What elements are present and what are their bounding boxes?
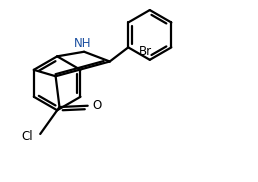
Text: O: O [92, 99, 101, 112]
Text: Br: Br [139, 45, 152, 58]
Text: Cl: Cl [21, 130, 33, 143]
Text: NH: NH [74, 37, 92, 50]
